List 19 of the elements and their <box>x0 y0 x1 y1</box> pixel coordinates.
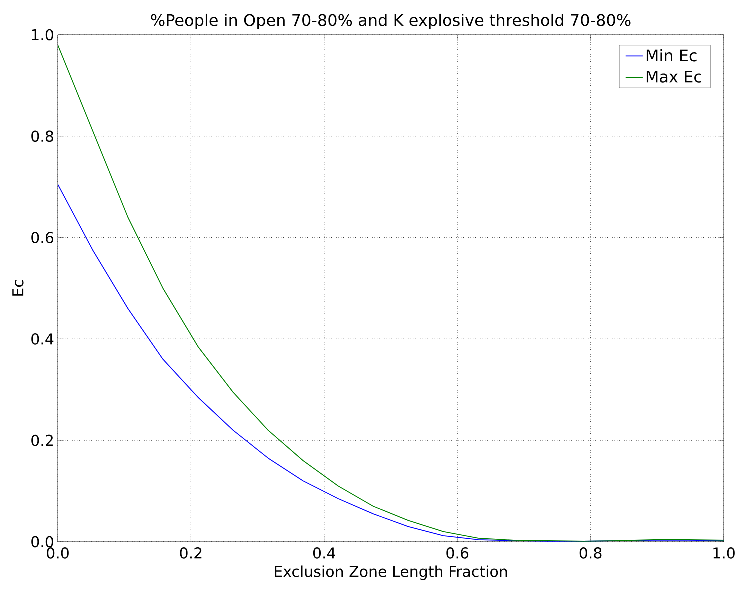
x-tick-label: 0.6 <box>446 548 469 559</box>
line-series <box>58 44 724 542</box>
y-tick-label: 0.2 <box>32 434 53 446</box>
y-tick-label: 0.4 <box>32 334 54 345</box>
legend-label: Min Ec <box>646 49 697 62</box>
x-tick-label: 1.0 <box>714 548 735 559</box>
x-axis-title: Exclusion Zone Length Fraction <box>275 566 508 580</box>
x-tick-label: 0.8 <box>580 548 602 559</box>
y-tick-label: 0.0 <box>32 536 54 548</box>
y-axis-title: Ec <box>12 280 24 296</box>
x-tick-label: 0.4 <box>313 548 336 559</box>
x-tick-label: 0.0 <box>47 548 69 559</box>
line-series <box>58 184 724 542</box>
y-tick-label: 0.6 <box>32 232 54 244</box>
x-tick-label: 0.2 <box>180 548 202 559</box>
y-tick-label: 1.0 <box>32 29 54 41</box>
legend-label: Max Ec <box>646 70 702 83</box>
chart-title: %People in Open 70-80% and K explosive threshold 70-80% <box>151 14 631 30</box>
y-tick-label: 0.8 <box>32 130 54 142</box>
